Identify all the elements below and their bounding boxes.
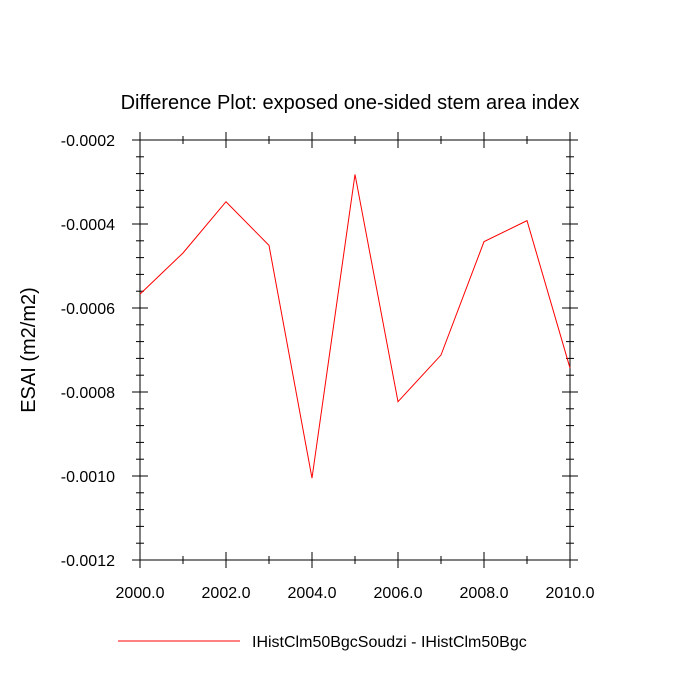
y-tick-label: -0.0004 [61,217,115,234]
y-tick-label: -0.0010 [61,469,115,486]
legend-label: IHistClm50BgcSoudzi - IHistClm50Bgc [252,634,527,651]
x-tick-label: 2000.0 [116,585,165,602]
axis-ticks [132,132,578,568]
x-tick-label: 2002.0 [202,585,251,602]
legend: IHistClm50BgcSoudzi - IHistClm50Bgc [118,634,527,651]
x-tick-label: 2008.0 [460,585,509,602]
series-line [139,174,571,479]
x-tick-label: 2004.0 [288,585,337,602]
series-layer [139,174,571,479]
y-tick-label: -0.0006 [61,301,115,318]
y-axis-label: ESAI (m2/m2) [18,287,40,413]
x-tick-label: 2010.0 [546,585,595,602]
x-tick-label: 2006.0 [374,585,423,602]
axis-tick-labels: 2000.0 2002.0 2004.0 2006.0 2008.0 2010.0 -0.0… [61,133,595,602]
y-tick-label: -0.0008 [61,385,115,402]
chart-title: Difference Plot: exposed one-sided stem … [121,92,580,114]
plot-frame [139,139,571,561]
y-tick-label: -0.0012 [61,553,115,570]
y-tick-label: -0.0002 [61,133,115,150]
